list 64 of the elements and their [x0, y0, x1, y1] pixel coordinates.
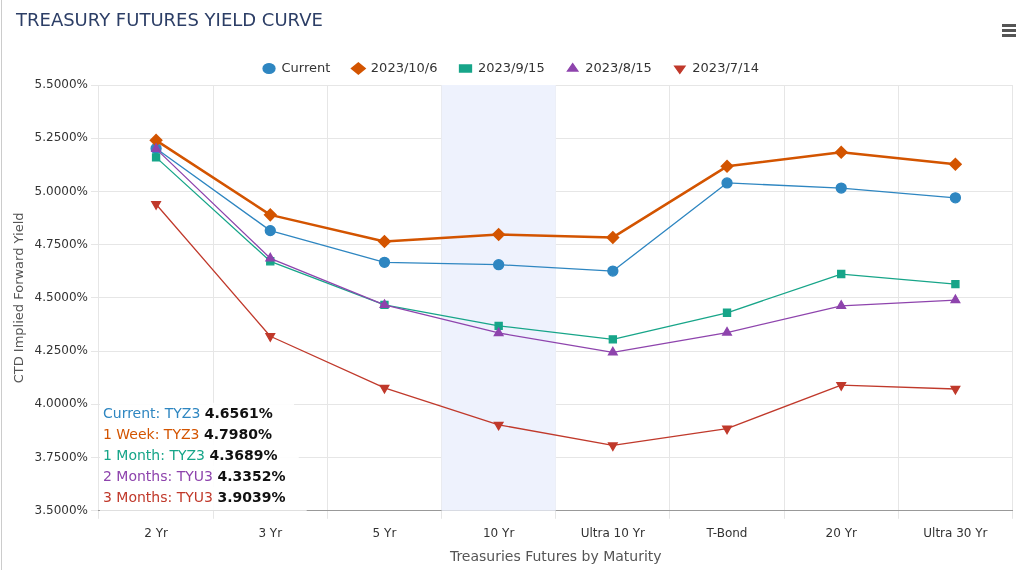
- y-tick-label: 3.5000%: [34, 502, 88, 517]
- point: [379, 384, 390, 394]
- x-tick-label: T-Bond: [705, 526, 748, 541]
- point: [835, 182, 847, 194]
- annotation: 3 Months: TYU3 3.9039%: [102, 489, 286, 506]
- legend-label: 2023/10/6: [370, 59, 438, 75]
- legend-label: 2023/7/14: [692, 59, 759, 75]
- point: [949, 157, 962, 171]
- point: [950, 385, 961, 395]
- point: [149, 134, 163, 147]
- point: [950, 294, 961, 304]
- point: [722, 425, 733, 435]
- x-tick-label: Ultra 10 Yr: [580, 526, 646, 541]
- y-tick-label: 4.0000%: [34, 396, 88, 411]
- point: [493, 327, 504, 337]
- annotation: 1 Week: TYZ3 4.7980%: [102, 426, 272, 443]
- x-tick-label: 3 Yr: [258, 526, 283, 541]
- point: [722, 326, 733, 336]
- point: [265, 333, 276, 342]
- legend-label: 2023/8/15: [585, 59, 652, 75]
- point: [378, 235, 391, 248]
- point: [265, 252, 276, 262]
- point: [378, 256, 391, 268]
- point: [492, 228, 505, 241]
- y-tick-label: 4.7500%: [34, 236, 88, 251]
- point: [151, 201, 162, 210]
- point: [720, 160, 734, 173]
- y-tick-label: 5.2500%: [34, 130, 88, 145]
- point: [608, 335, 618, 344]
- annotation: Current: TYZ3 4.6561%: [102, 405, 273, 422]
- point: [722, 308, 732, 317]
- point: [151, 153, 161, 162]
- point: [837, 269, 846, 279]
- legend-label: 2023/9/15: [478, 59, 545, 75]
- point: [834, 146, 848, 159]
- point: [836, 300, 847, 309]
- x-tick-label: Ultra 30 Yr: [923, 526, 988, 541]
- chart-title: TREASURY FUTURES YIELD CURVE: [15, 8, 323, 30]
- y-tick-label: 5.5000%: [34, 77, 88, 92]
- x-tick-label: 5 Yr: [372, 526, 397, 541]
- point: [493, 421, 504, 431]
- point: [951, 279, 960, 289]
- x-axis-title: Treasuries Futures by Maturity: [448, 548, 662, 565]
- point: [264, 208, 277, 222]
- point: [493, 259, 505, 271]
- annotation: 2 Months: TYU3 4.3352%: [102, 468, 286, 485]
- legend-label: Current: [281, 59, 331, 75]
- point: [607, 346, 618, 356]
- y-tick-label: 5.0000%: [34, 183, 88, 198]
- point: [606, 231, 620, 244]
- y-tick-label: 4.5000%: [34, 290, 88, 305]
- y-tick-label: 3.7500%: [34, 449, 88, 464]
- point: [949, 192, 962, 204]
- point: [264, 224, 276, 237]
- annotation: 1 Month: TYZ3 4.3689%: [102, 447, 278, 464]
- x-tick-label: 20 Yr: [825, 526, 857, 541]
- point: [607, 442, 618, 452]
- y-tick-label: 4.2500%: [34, 343, 88, 358]
- point: [721, 177, 733, 189]
- y-axis-title: CTD Implied Forward Yield: [11, 212, 27, 384]
- x-tick-label: 10 Yr: [482, 526, 515, 541]
- x-tick-label: 2 Yr: [144, 526, 168, 541]
- point: [607, 265, 619, 277]
- point: [836, 382, 847, 391]
